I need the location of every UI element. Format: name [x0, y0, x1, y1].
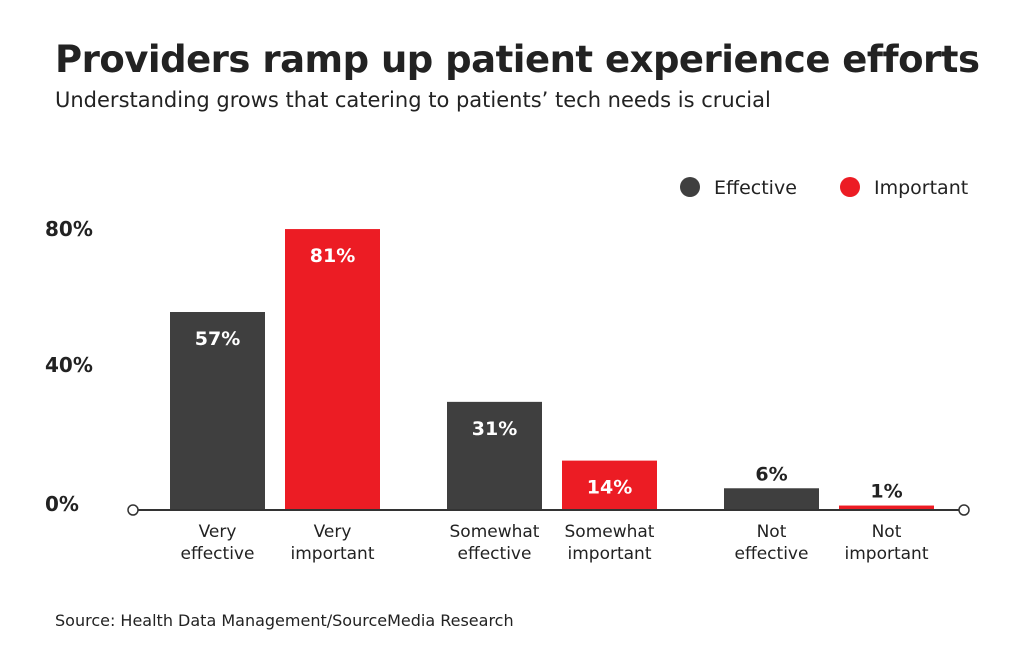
x-tick-label: important: [845, 544, 929, 564]
y-tick-label: 40%: [45, 353, 93, 377]
x-tick-label: important: [568, 544, 652, 564]
x-tick-label: Not: [757, 522, 787, 542]
chart-subtitle: Understanding grows that catering to pat…: [55, 88, 771, 112]
x-tick-label: Somewhat: [565, 522, 655, 542]
legend-label: Important: [874, 177, 968, 199]
bar: [170, 312, 265, 509]
legend-swatch: [840, 177, 860, 197]
x-tick-label: effective: [735, 544, 809, 564]
bar: [724, 488, 819, 509]
data-label: 1%: [870, 481, 902, 503]
bar: [839, 505, 934, 509]
data-label: 14%: [587, 477, 632, 499]
bar: [562, 460, 657, 509]
x-tick-label: Very: [314, 522, 352, 542]
x-tick-label: Very: [199, 522, 237, 542]
legend-swatch: [680, 177, 700, 197]
x-tick-label: Not: [872, 522, 902, 542]
y-tick-label: 0%: [45, 492, 79, 516]
data-label: 6%: [755, 463, 787, 485]
source-note: Source: Health Data Management/SourceMed…: [55, 611, 514, 630]
x-tick-label: important: [291, 544, 375, 564]
data-label: 31%: [472, 418, 517, 440]
legend-label: Effective: [714, 177, 797, 199]
data-label: 57%: [195, 328, 240, 350]
x-tick-label: Somewhat: [450, 522, 540, 542]
data-label: 81%: [310, 245, 355, 267]
bar: [447, 401, 542, 509]
chart-title: Providers ramp up patient experience eff…: [55, 38, 980, 81]
y-tick-label: 80%: [45, 217, 93, 241]
axis-end-marker: [127, 504, 139, 516]
x-tick-label: effective: [458, 544, 532, 564]
x-tick-label: effective: [181, 544, 255, 564]
bar: [285, 229, 380, 509]
axis-end-marker: [958, 504, 970, 516]
